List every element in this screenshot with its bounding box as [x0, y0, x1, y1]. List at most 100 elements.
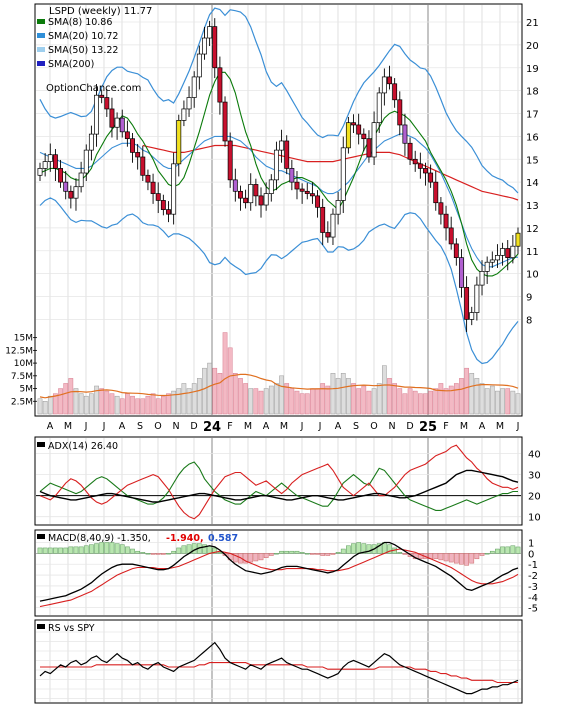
volume-bar — [438, 383, 444, 415]
month-label: M — [460, 421, 468, 432]
price-tick-label: 21 — [526, 18, 539, 29]
macd-y-ticks: -5-4-3-2-101 — [528, 539, 538, 615]
month-label: A — [119, 421, 126, 432]
month-label: M — [64, 421, 72, 432]
volume-bar — [320, 383, 326, 415]
macd-hist-bar — [376, 543, 382, 554]
candle-body — [515, 232, 521, 247]
volume-bar — [469, 373, 475, 415]
candle-body — [340, 147, 346, 201]
macd-hist-bar — [453, 553, 459, 564]
candle-body — [423, 168, 428, 174]
candle-body — [227, 140, 233, 181]
volume-bar — [140, 398, 146, 415]
macd-hist-bar — [284, 550, 290, 554]
candle-body — [68, 190, 74, 199]
volume-bar — [417, 393, 423, 415]
candle-body — [58, 168, 64, 183]
volume-tick-label: 7.5M — [11, 372, 33, 382]
volume-bar — [423, 393, 428, 415]
macd-hist-bar — [145, 553, 151, 555]
volume-bar — [258, 390, 264, 415]
volume-bar — [484, 388, 490, 415]
adx-tick-label: 20 — [528, 492, 541, 503]
candle-body — [273, 149, 279, 181]
candle-body — [320, 206, 326, 233]
candle-body — [196, 53, 202, 78]
volume-bar — [500, 388, 505, 415]
macd-hist-bar — [448, 553, 454, 563]
volume-bar — [412, 390, 418, 415]
candle-body — [376, 92, 382, 124]
candle-body — [140, 156, 146, 176]
candle-body — [438, 202, 444, 215]
candle-body — [130, 138, 135, 153]
macd-hist-bar — [232, 553, 238, 563]
price-tick-label: 9 — [526, 293, 532, 304]
candle-body — [217, 67, 223, 103]
macd-hist-bar — [330, 553, 336, 555]
candle-body — [479, 271, 485, 286]
macd-hist-bar — [289, 550, 295, 554]
plus-di-line — [39, 461, 518, 511]
volume-bar — [125, 393, 130, 415]
volume-bar — [58, 388, 63, 415]
volume-bar — [53, 393, 58, 415]
candle-body — [248, 184, 254, 204]
candle-body — [474, 284, 480, 313]
month-label: O — [370, 421, 377, 432]
month-label: 25 — [419, 420, 437, 435]
candle-body — [443, 213, 449, 229]
macd-hist-bar — [294, 550, 300, 554]
price-tick-label: 16 — [526, 132, 539, 143]
candle-body — [315, 195, 320, 208]
macd-hist-bar — [299, 552, 305, 554]
candle-body — [160, 200, 166, 210]
macd-histogram — [37, 542, 521, 566]
macd-signal-label: -1.940, — [166, 533, 204, 544]
macd-signal-line — [39, 548, 519, 608]
macd-hist-bar — [150, 553, 156, 555]
macd-hist-bar — [89, 544, 94, 554]
rs-average-line — [40, 662, 518, 684]
volume-bar — [130, 395, 135, 415]
volume-bar — [335, 378, 341, 415]
macd-hist-bar — [181, 545, 187, 554]
candle-body — [407, 142, 413, 160]
candle-body — [453, 243, 459, 258]
macd-hist-bar — [433, 553, 439, 560]
macd-hist-bar — [320, 553, 326, 556]
candle-body — [361, 133, 367, 140]
macd-hist-bar — [253, 553, 259, 562]
candle-body — [294, 181, 300, 190]
candle-body — [464, 287, 470, 320]
candle-body — [335, 200, 341, 215]
candle-body — [484, 261, 490, 272]
macd-hist-bar — [78, 546, 84, 554]
volume-bar — [279, 375, 284, 415]
volume-bar — [166, 393, 171, 415]
volume-bar — [263, 388, 269, 415]
macd-hist-bar — [495, 548, 500, 554]
macd-hist-bar — [402, 553, 408, 555]
macd-hist-bar — [166, 553, 171, 555]
month-label: J — [84, 421, 88, 432]
volume-bar — [238, 378, 243, 415]
volume-bar — [387, 378, 392, 415]
volume-bars — [37, 332, 521, 415]
candle-body — [304, 190, 310, 194]
rs-grid — [36, 621, 521, 702]
legend-swatch — [37, 19, 45, 24]
volume-tick-label: 10M — [14, 359, 33, 369]
macd-hist-bar — [279, 550, 284, 554]
volume-bar — [253, 388, 259, 415]
volume-bar — [89, 393, 94, 415]
sma8-line — [39, 71, 519, 277]
candle-body — [351, 122, 356, 126]
candle-body — [47, 154, 53, 162]
legend-swatch — [37, 33, 45, 38]
rs-label: RS vs SPY — [48, 623, 95, 634]
candle-body — [330, 213, 336, 238]
volume-bar — [248, 388, 254, 415]
candle-body — [345, 122, 351, 149]
